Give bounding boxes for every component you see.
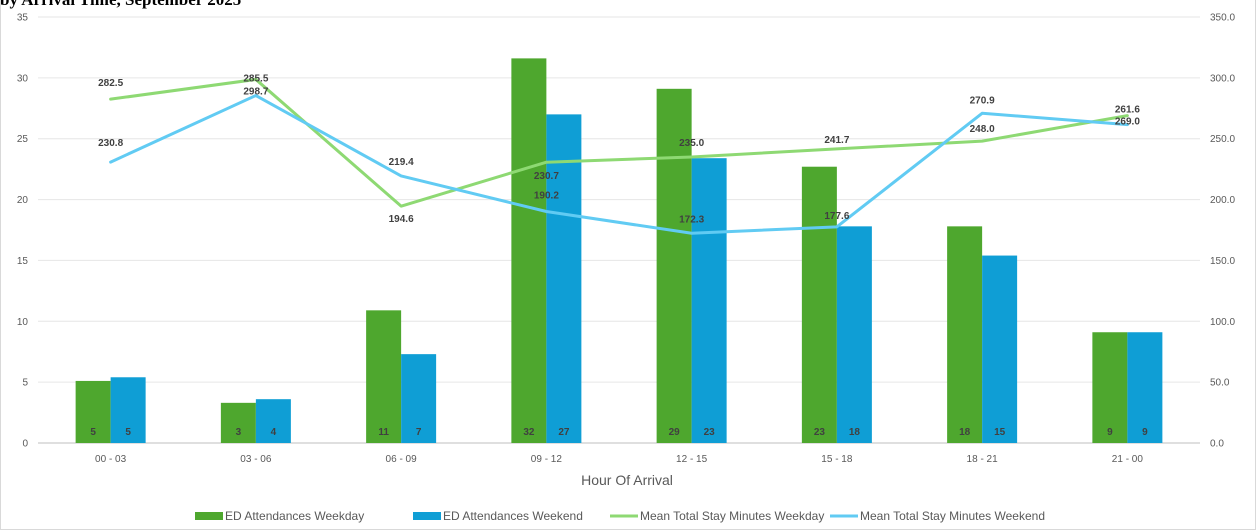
x-tick-label: 18 - 21 [967, 454, 999, 465]
x-tick-label: 09 - 12 [531, 454, 563, 465]
x-tick-label: 21 - 00 [1112, 454, 1144, 465]
line-data-label: 248.0 [970, 124, 995, 135]
line-data-label: 194.6 [389, 214, 414, 225]
line-data-label: 241.7 [824, 135, 849, 146]
x-tick-label: 15 - 18 [821, 454, 853, 465]
data-labels: 5 3 11 32 29 23 18 9 5 4 7 27 23 18 15 9 282.5 298.7 194.6… [90, 74, 1148, 438]
bar-data-label: 9 [1107, 427, 1113, 438]
bar [1092, 332, 1128, 443]
bar-data-label: 5 [90, 427, 96, 438]
bar [546, 114, 582, 443]
bar-data-label: 18 [959, 427, 971, 438]
bar [1127, 332, 1163, 443]
legend: ED Attendances Weekday ED Attendances Wee… [195, 509, 1045, 523]
line-data-label: 285.5 [243, 74, 268, 85]
bar-data-label: 32 [523, 427, 535, 438]
bar-data-label: 27 [558, 427, 570, 438]
line-data-label: 177.6 [824, 211, 849, 222]
bar-data-label: 3 [236, 427, 242, 438]
x-tick-label: 03 - 06 [240, 454, 272, 465]
y-left-tick-label: 10 [17, 317, 29, 328]
bar-data-label: 15 [994, 427, 1006, 438]
legend-swatch-bar [413, 512, 441, 520]
line-series [109, 77, 1129, 235]
bar-data-label: 23 [814, 427, 826, 438]
bar-series [75, 58, 1163, 444]
y-right-tick-label: 200.0 [1210, 195, 1235, 206]
legend-label: ED Attendances Weekday [225, 509, 364, 523]
y-left-tick-label: 15 [17, 256, 29, 267]
bar-data-label: 23 [704, 427, 716, 438]
y-left-tick-label: 30 [17, 73, 29, 84]
bar-data-label: 5 [125, 427, 131, 438]
x-tick-label: 00 - 03 [95, 454, 127, 465]
bar [511, 58, 547, 443]
bar [947, 226, 983, 443]
legend-label: Mean Total Stay Minutes Weekend [860, 509, 1045, 523]
bar [982, 255, 1018, 443]
y-right-tick-label: 250.0 [1210, 134, 1235, 145]
bar-data-label: 18 [849, 427, 861, 438]
y-right-tick-label: 150.0 [1210, 256, 1235, 267]
y-right-tick-label: 100.0 [1210, 317, 1235, 328]
line-data-label: 298.7 [243, 86, 268, 97]
bar-data-label: 29 [669, 427, 681, 438]
bar [220, 402, 256, 443]
bar-data-label: 9 [1142, 427, 1148, 438]
line-data-label: 235.0 [679, 138, 704, 149]
bar-data-label: 11 [378, 427, 389, 438]
line-data-label: 282.5 [98, 78, 123, 89]
y-left-tick-label: 25 [17, 134, 29, 145]
x-tick-label: 06 - 09 [386, 454, 418, 465]
y-right-tick-label: 50.0 [1210, 378, 1230, 389]
line-data-label: 190.2 [534, 190, 559, 201]
line-data-label: 230.7 [534, 171, 559, 182]
bar [110, 377, 146, 443]
line-data-label: 230.8 [98, 138, 123, 149]
line-weekend [109, 94, 1129, 235]
y-right-tick-label: 0.0 [1210, 439, 1224, 450]
line-data-label: 270.9 [970, 95, 995, 106]
axis-labels: 051015202530350.050.0100.0150.0200.0250.… [17, 13, 1236, 466]
bar [255, 399, 291, 443]
legend-label: Mean Total Stay Minutes Weekday [640, 509, 824, 523]
bar [691, 158, 727, 443]
line-data-label: 261.6 [1115, 105, 1140, 116]
line-data-label: 269.0 [1115, 117, 1140, 128]
bar [656, 88, 692, 443]
gridlines [38, 16, 1200, 444]
bar-data-label: 4 [271, 427, 277, 438]
bar [75, 380, 111, 443]
bar [401, 354, 437, 443]
line-weekday [109, 77, 1129, 208]
line-data-label: 219.4 [389, 157, 414, 168]
line-data-label: 172.3 [679, 214, 704, 225]
y-right-tick-label: 300.0 [1210, 73, 1235, 84]
y-right-tick-label: 350.0 [1210, 13, 1235, 24]
y-left-tick-label: 20 [17, 195, 29, 206]
y-left-tick-label: 0 [22, 439, 28, 450]
x-tick-label: 12 - 15 [676, 454, 708, 465]
bar [801, 166, 837, 444]
legend-label: ED Attendances Weekend [443, 509, 583, 523]
y-left-tick-label: 5 [22, 378, 28, 389]
y-left-tick-label: 35 [17, 13, 29, 24]
bar [366, 310, 402, 443]
bar-data-label: 7 [416, 427, 422, 438]
legend-swatch-bar [195, 512, 223, 520]
x-axis-label: Hour Of Arrival [581, 472, 673, 488]
bar [836, 226, 872, 443]
